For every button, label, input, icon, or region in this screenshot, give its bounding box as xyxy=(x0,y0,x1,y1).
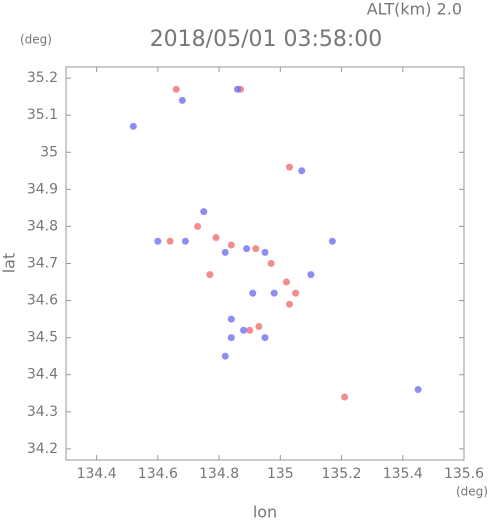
x-axis-label: lon xyxy=(253,503,277,521)
y-tick-label: 34.8 xyxy=(27,218,58,234)
x-tick-label: 135.6 xyxy=(444,466,484,482)
echo-point xyxy=(270,289,278,297)
echo-point xyxy=(267,260,275,267)
echo-point xyxy=(282,278,290,286)
echo-point xyxy=(246,326,254,334)
y-tick-label: 34.5 xyxy=(27,330,58,346)
echo-point xyxy=(227,241,235,249)
x-tick-label: 135.4 xyxy=(383,466,423,482)
echo-point xyxy=(285,163,293,171)
y-tick-label: 35.2 xyxy=(27,70,58,86)
echo-point xyxy=(166,237,174,245)
echo-point xyxy=(328,237,336,245)
x-tick-label: 135 xyxy=(267,466,294,482)
y-tick-label: 34.2 xyxy=(27,441,58,457)
y-tick-label: 35.1 xyxy=(27,107,58,123)
echo-point xyxy=(249,289,257,297)
echo-point xyxy=(414,386,422,394)
echo-point xyxy=(129,122,137,130)
echo-point xyxy=(221,248,229,256)
echo-point xyxy=(181,237,189,245)
echo-point xyxy=(212,234,220,242)
echo-point xyxy=(233,85,241,93)
echo-point xyxy=(221,352,229,360)
echo-point xyxy=(261,334,269,342)
x-tick-label: 134.6 xyxy=(138,466,178,482)
x-tick-label: 134.8 xyxy=(199,466,239,482)
chart-title: 2018/05/01 03:58:00 xyxy=(150,27,383,52)
y-tick-label: 34.3 xyxy=(27,404,58,420)
echo-point xyxy=(206,271,214,279)
y-unit: (deg) xyxy=(20,33,52,47)
echo-point xyxy=(227,315,235,323)
echo-point xyxy=(178,96,186,104)
echo-point xyxy=(200,208,208,216)
x-unit: (deg) xyxy=(456,485,488,499)
altitude-label: ALT(km) 2.0 xyxy=(367,0,462,19)
plot-frame xyxy=(65,66,465,461)
echo-point xyxy=(255,323,263,331)
echo-point xyxy=(261,248,269,256)
echo-point xyxy=(252,245,260,253)
echo-point xyxy=(227,334,235,342)
echo-point xyxy=(154,237,162,245)
echo-point xyxy=(194,222,202,230)
echo-point xyxy=(240,326,248,334)
echo-point xyxy=(292,289,300,297)
echo-point xyxy=(172,85,180,93)
echo-point xyxy=(285,300,293,308)
echo-point xyxy=(298,167,306,175)
echo-point xyxy=(243,245,251,253)
y-tick-label: 34.4 xyxy=(27,367,58,383)
y-axis-label: lat xyxy=(0,253,19,274)
x-tick-label: 135.2 xyxy=(321,466,361,482)
echo-point xyxy=(341,393,349,401)
y-tick-label: 34.9 xyxy=(27,181,58,197)
y-tick-label: 35 xyxy=(40,144,58,160)
x-tick-label: 134.4 xyxy=(77,466,117,482)
echo-point xyxy=(307,271,315,279)
y-tick-label: 34.6 xyxy=(27,293,58,309)
y-tick-label: 34.7 xyxy=(27,256,58,272)
